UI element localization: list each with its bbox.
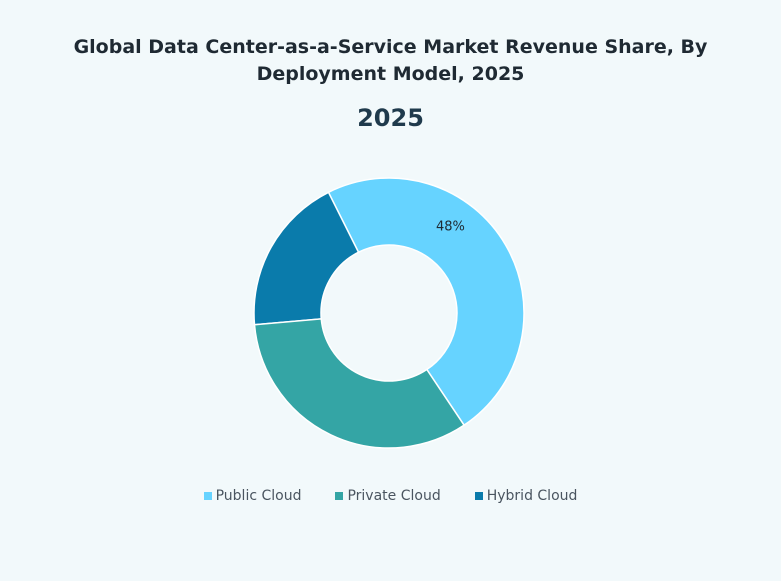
chart-subtitle: 2025 — [357, 104, 424, 132]
donut-slices — [253, 177, 525, 449]
data-label-public-cloud: 48% — [436, 220, 465, 235]
legend-swatch — [474, 492, 483, 500]
legend-swatch — [203, 492, 212, 500]
legend-label: Private Cloud — [347, 488, 441, 504]
legend-label: Public Cloud — [215, 488, 302, 504]
slice-public-cloud — [327, 177, 525, 427]
chart-title: Global Data Center-as-a-Service Market R… — [73, 36, 708, 85]
legend-item-private-cloud: Private Cloud — [335, 488, 441, 504]
slice-private-cloud — [253, 318, 466, 449]
chart-legend: Public Cloud Private Cloud Hybrid Cloud — [0, 488, 781, 504]
legend-label: Hybrid Cloud — [486, 488, 578, 504]
donut-data-labels: 48% — [436, 220, 465, 235]
legend-item-public-cloud: Public Cloud — [203, 488, 302, 504]
legend-swatch — [335, 492, 344, 500]
slice-hybrid-cloud — [253, 191, 360, 326]
legend-item-hybrid-cloud: Hybrid Cloud — [474, 488, 578, 504]
